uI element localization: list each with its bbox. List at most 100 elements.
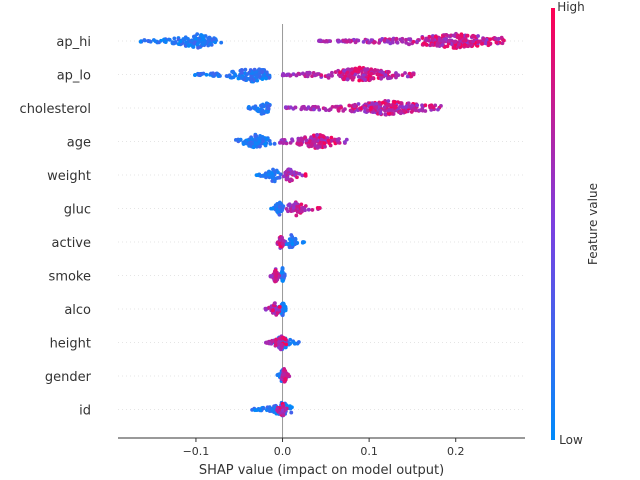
shap-point: [277, 241, 282, 246]
shap-point: [390, 40, 395, 45]
shap-point: [285, 72, 290, 77]
shap-point: [289, 171, 293, 176]
colorbar-gradient: [551, 8, 555, 440]
shap-point: [318, 38, 323, 43]
shap-point: [273, 203, 278, 208]
shap-point: [339, 105, 344, 110]
shap-point: [264, 70, 269, 75]
shap-point: [406, 101, 411, 106]
shap-point: [296, 138, 301, 143]
shap-point: [407, 42, 412, 47]
shap-point: [172, 36, 177, 41]
shap-point: [319, 73, 324, 78]
shap-point: [243, 67, 248, 72]
shap-point: [315, 206, 320, 210]
shap-point: [430, 42, 435, 47]
shap-point: [394, 73, 399, 78]
shap-point: [294, 213, 299, 218]
shap-point: [345, 39, 350, 44]
shap-point: [294, 73, 299, 78]
shap-point: [277, 304, 282, 309]
shap-point: [386, 99, 391, 103]
shap-point: [274, 337, 278, 342]
shap-point: [313, 143, 318, 148]
shap-point: [245, 76, 250, 81]
shap-point: [259, 104, 264, 108]
shap-point: [263, 306, 268, 311]
shap-point: [282, 138, 287, 142]
shap-point: [405, 74, 410, 79]
shap-point: [329, 139, 334, 143]
shap-point: [459, 33, 464, 38]
shap-point: [256, 136, 261, 141]
shap-point: [264, 340, 269, 345]
shap-point: [266, 106, 271, 111]
colorbar: High Low Feature value: [551, 0, 600, 447]
shap-point: [270, 308, 275, 313]
shap-point: [252, 78, 257, 83]
shap-point: [374, 105, 379, 110]
shap-point: [400, 73, 405, 78]
shap-point: [499, 35, 504, 40]
shap-point: [299, 202, 304, 207]
shap-point: [486, 41, 491, 45]
shap-point: [195, 32, 200, 37]
shap-point: [457, 42, 461, 47]
shap-point: [192, 41, 197, 46]
shap-point: [344, 137, 349, 142]
shap-point: [282, 367, 287, 372]
shap-point: [277, 336, 282, 341]
shap-point: [257, 67, 262, 72]
shap-point: [299, 141, 303, 146]
x-tick-label: 0.0: [274, 445, 292, 458]
shap-point: [404, 37, 408, 42]
shap-point: [284, 342, 289, 347]
shap-point: [261, 173, 265, 178]
shap-point: [251, 144, 256, 149]
shap-point: [328, 107, 333, 112]
shap-point: [272, 269, 277, 274]
shap-point: [383, 73, 388, 77]
shap-point: [411, 72, 416, 77]
shap-point: [309, 142, 314, 147]
shap-point: [430, 37, 435, 41]
shap-point: [290, 234, 295, 239]
shap-point: [254, 408, 259, 413]
shap-point: [357, 78, 362, 83]
shap-point: [424, 36, 429, 41]
shap-point: [353, 69, 357, 74]
shap-point: [281, 413, 286, 418]
shap-point: [238, 138, 243, 142]
shap-point: [291, 205, 296, 210]
shap-point: [273, 340, 278, 345]
shap-point: [356, 74, 361, 79]
shap-point: [267, 172, 271, 177]
shap-point: [414, 39, 419, 44]
shap-point: [200, 42, 205, 47]
shap-point: [270, 176, 275, 180]
shap-point: [289, 410, 294, 415]
shap-point: [372, 40, 376, 45]
shap-point: [288, 337, 293, 342]
shap-point: [254, 70, 259, 75]
shap-point: [277, 212, 282, 217]
shap-point: [299, 107, 304, 112]
shap-point: [255, 78, 260, 83]
shap-point: [336, 138, 341, 143]
shap-point: [245, 72, 250, 77]
shap-point: [303, 172, 308, 177]
shap-point: [398, 104, 402, 109]
shap-point: [233, 137, 238, 142]
shap-point: [427, 34, 432, 39]
shap-point: [324, 39, 329, 43]
colorbar-title: Feature value: [586, 183, 600, 265]
shap-point: [142, 38, 147, 43]
shap-point: [280, 278, 285, 283]
shap-point: [342, 68, 346, 73]
shap-point: [379, 75, 384, 80]
shap-point: [462, 42, 467, 47]
shap-point: [353, 66, 358, 71]
shap-point: [357, 66, 362, 70]
shap-point: [151, 38, 156, 42]
shap-point: [500, 41, 505, 46]
